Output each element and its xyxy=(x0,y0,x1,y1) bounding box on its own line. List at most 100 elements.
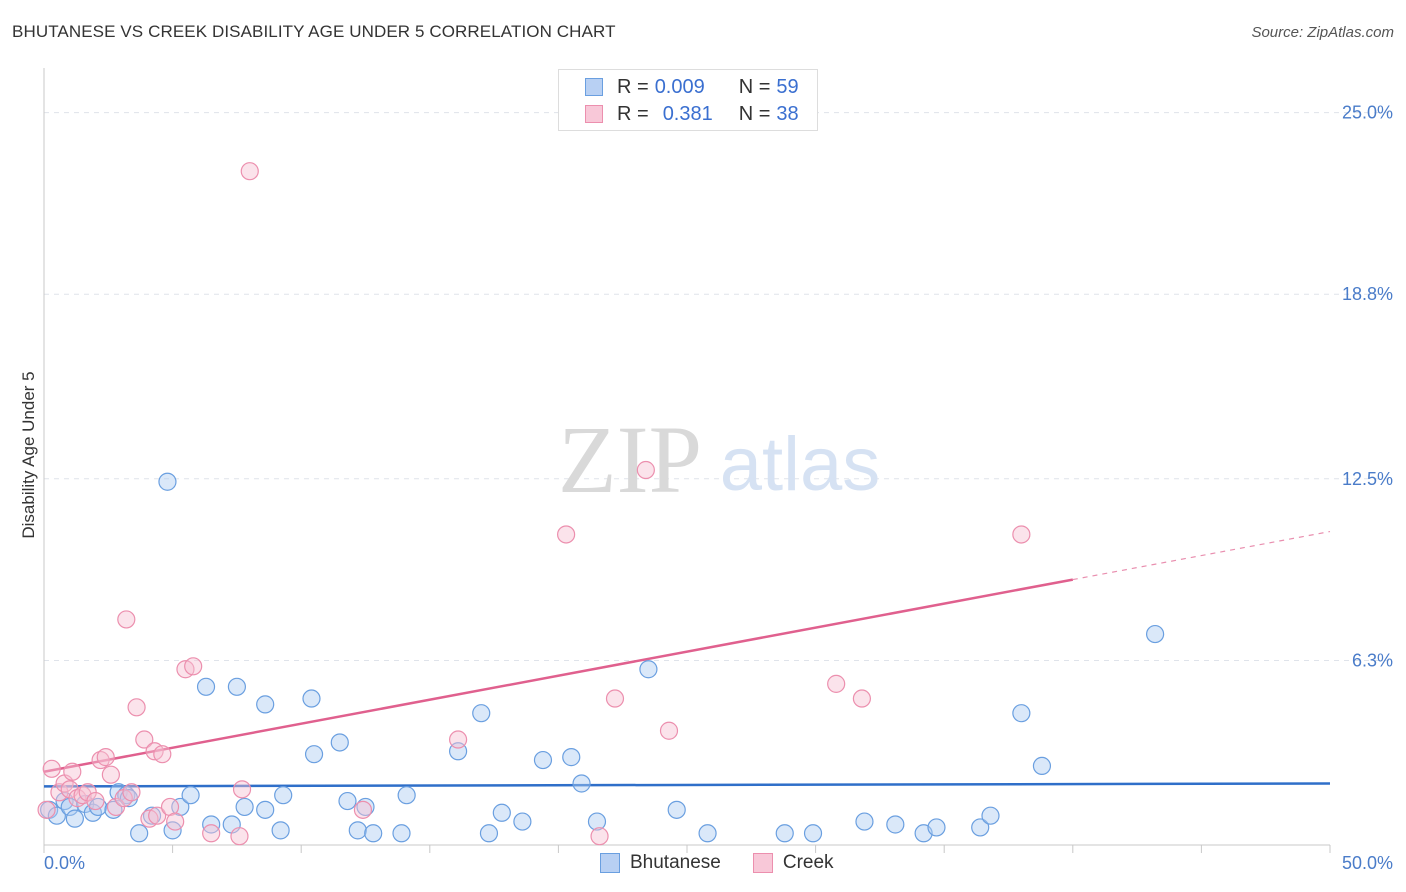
bhutanese-point-55 xyxy=(981,806,1000,825)
creek-point-36 xyxy=(636,460,655,480)
bhutanese-point-27 xyxy=(302,689,321,708)
creek-point-5 xyxy=(63,762,82,781)
bottom-legend-creek: Creek xyxy=(752,852,834,874)
creek-points xyxy=(37,162,1031,846)
creek-point-22 xyxy=(153,745,172,764)
creek-point-10 xyxy=(91,750,110,770)
bhutanese-point-14 xyxy=(158,472,177,491)
y-tick-label-0: 6.3% xyxy=(1352,650,1393,670)
y-tick-label-3: 25.0% xyxy=(1342,103,1393,123)
bhutanese-point-17 xyxy=(181,786,200,805)
creek-point-18 xyxy=(135,730,154,749)
creek-point-16 xyxy=(122,783,141,802)
bhutanese-point-21 xyxy=(227,677,246,696)
legend-r-label: R = xyxy=(617,102,649,125)
bhutanese-point-6 xyxy=(83,803,102,822)
bhutanese-point-38 xyxy=(479,824,499,843)
bhutanese-point-42 xyxy=(562,748,581,767)
bottom-legend-bhutanese: Bhutanese xyxy=(600,852,721,874)
y-tick-label-1: 12.5% xyxy=(1342,469,1393,489)
legend-row-bhutanese: R = 0.009 N = 59 xyxy=(585,74,799,100)
creek-point-32 xyxy=(448,730,468,749)
y-tick-label-2: 18.8% xyxy=(1342,284,1393,304)
bhutanese-point-28 xyxy=(304,745,324,764)
bhutanese-point-13 xyxy=(142,806,162,825)
bhutanese-point-46 xyxy=(667,800,686,819)
axes xyxy=(43,68,1331,853)
creek-point-40 xyxy=(1012,525,1031,544)
creek-point-9 xyxy=(86,791,105,811)
bhutanese-point-12 xyxy=(130,824,149,843)
bhutanese-point-37 xyxy=(472,704,491,723)
bhutanese-point-30 xyxy=(338,791,357,811)
y-tick-labels: 6.3% 12.5% 18.8% 25.0% xyxy=(1342,103,1393,671)
chart-title: BHUTANESE VS CREEK DISABILITY AGE UNDER … xyxy=(12,22,616,41)
bhutanese-point-34 xyxy=(392,824,411,843)
legend-row-creek: R = 0.381 N = 38 xyxy=(585,101,799,127)
bhutanese-point-22 xyxy=(235,797,254,817)
bhutanese-point-32 xyxy=(356,797,375,817)
legend-n-label: N = xyxy=(738,75,771,98)
x-tick-label-max: 50.0% xyxy=(1342,853,1393,873)
bhutanese-point-31 xyxy=(348,821,367,840)
bhutanese-point-45 xyxy=(639,660,658,679)
trend-lines xyxy=(43,530,1331,788)
bhutanese-point-25 xyxy=(271,821,290,840)
trend-line-bhutanese xyxy=(43,782,1331,788)
bhutanese-point-57 xyxy=(1032,756,1052,776)
creek-point-1 xyxy=(42,759,61,778)
creek-point-26 xyxy=(184,657,203,676)
bhutanese-point-48 xyxy=(775,824,794,843)
legend-r-value-bhutanese: 0.009 xyxy=(654,75,705,98)
bottom-legend: Bhutanese Creek xyxy=(600,852,866,874)
bhutanese-point-43 xyxy=(572,774,591,793)
bhutanese-point-35 xyxy=(397,786,416,805)
creek-point-11 xyxy=(96,748,115,767)
bhutanese-point-53 xyxy=(927,818,946,837)
bhutanese-point-29 xyxy=(330,733,349,752)
bhutanese-point-8 xyxy=(104,800,123,819)
creek-point-35 xyxy=(605,689,625,708)
bhutanese-point-40 xyxy=(513,812,532,831)
creek-point-34 xyxy=(590,827,609,846)
creek-point-27 xyxy=(202,824,221,843)
bhutanese-point-23 xyxy=(256,800,275,819)
gridlines xyxy=(44,112,1393,661)
bhutanese-point-49 xyxy=(803,824,823,843)
bottom-swatch-bhutanese xyxy=(600,853,620,873)
legend-r-value-creek: 0.381 xyxy=(662,102,713,125)
x-tick-label-min: 0.0% xyxy=(44,853,85,873)
bhutanese-point-56 xyxy=(1012,704,1031,723)
watermark-atlas: atlas xyxy=(720,422,881,507)
creek-point-12 xyxy=(101,765,120,784)
bhutanese-point-39 xyxy=(492,803,511,822)
bhutanese-point-18 xyxy=(196,677,216,696)
legend: R = 0.009 N = 59 R = 0.381 N = 38 xyxy=(558,69,818,131)
creek-point-21 xyxy=(148,806,167,825)
creek-point-30 xyxy=(240,162,259,181)
legend-n-value-bhutanese: 59 xyxy=(776,75,799,98)
creek-point-37 xyxy=(659,721,679,740)
creek-point-17 xyxy=(127,698,146,717)
bottom-legend-label-creek: Creek xyxy=(782,852,834,873)
creek-point-29 xyxy=(232,780,252,799)
bhutanese-point-58 xyxy=(1146,624,1165,644)
trend-line-creek xyxy=(43,578,1074,773)
legend-swatch-creek xyxy=(585,105,603,123)
bhutanese-point-41 xyxy=(533,750,553,770)
bhutanese-point-24 xyxy=(256,695,275,714)
bhutanese-point-44 xyxy=(587,812,607,831)
bhutanese-point-51 xyxy=(886,815,905,834)
bottom-swatch-creek xyxy=(752,853,773,873)
bhutanese-point-4 xyxy=(65,809,84,828)
bhutanese-point-54 xyxy=(971,818,990,837)
bhutanese-point-50 xyxy=(855,812,874,831)
creek-point-0 xyxy=(37,800,56,819)
watermark-zip: ZIP xyxy=(558,406,702,513)
legend-swatch-bhutanese xyxy=(585,78,603,96)
creek-point-6 xyxy=(68,789,87,808)
source-credit: Source: ZipAtlas.com xyxy=(1251,24,1394,41)
creek-point-39 xyxy=(852,689,871,708)
bottom-legend-label-bhutanese: Bhutanese xyxy=(630,852,721,873)
